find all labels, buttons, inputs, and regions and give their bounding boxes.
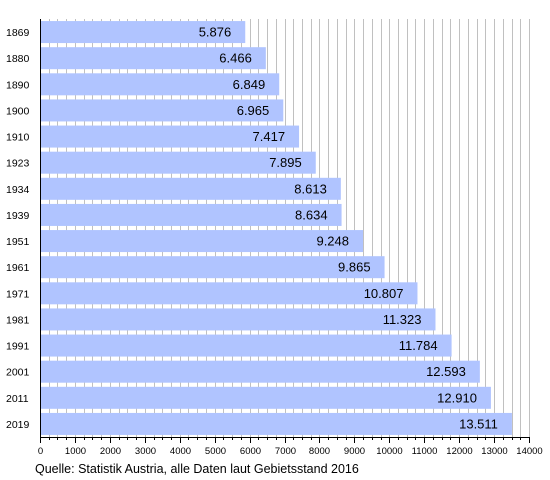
category-label: 1910 — [6, 132, 30, 144]
category-label: 1961 — [6, 262, 30, 274]
bar — [41, 360, 480, 383]
data-label: 12.593 — [426, 364, 466, 379]
data-label: 7.895 — [269, 155, 302, 170]
bar — [41, 47, 266, 70]
bar — [41, 125, 300, 148]
data-label: 9.248 — [316, 234, 349, 249]
bar — [41, 73, 280, 96]
category-label: 1869 — [6, 27, 30, 39]
x-tick-label: 0 — [38, 446, 43, 457]
x-tick-label: 5000 — [205, 446, 226, 457]
data-label: 11.323 — [383, 312, 422, 327]
category-label: 1934 — [6, 184, 30, 196]
axes: 1869 1880 1890 1900 1910 1923 1934 1939 1951 1961… — [6, 19, 543, 457]
category-label: 2001 — [6, 367, 30, 379]
data-label: 6.849 — [233, 77, 266, 92]
bar — [41, 256, 385, 279]
data-label: 11.784 — [399, 338, 438, 353]
category-label: 2011 — [6, 393, 29, 405]
data-label: 6.466 — [219, 51, 252, 66]
data-label: 8.613 — [294, 181, 327, 196]
x-tick-label: 11000 — [412, 446, 438, 457]
x-tick-label: 4000 — [170, 446, 191, 457]
x-tick-label: 7000 — [275, 446, 296, 457]
category-label: 1923 — [6, 158, 30, 170]
x-tick-label: 1000 — [65, 446, 86, 457]
category-label: 1900 — [6, 105, 30, 117]
x-tick-label: 2000 — [100, 446, 121, 457]
x-tick-label: 3000 — [135, 446, 156, 457]
bars: 5.876 6.466 6.849 6.965 7.417 7.895 8.613 8.634… — [41, 21, 512, 435]
data-label: 10.807 — [364, 286, 404, 301]
x-tick-label: 10000 — [376, 446, 402, 457]
bar — [41, 412, 512, 435]
x-tick-label: 9000 — [344, 446, 365, 457]
data-label: 8.634 — [295, 207, 328, 222]
bar — [41, 386, 491, 409]
x-tick-label: 13000 — [481, 446, 507, 457]
data-label: 13.511 — [459, 416, 498, 431]
bar — [41, 203, 342, 226]
source-note: Quelle: Statistik Austria, alle Daten la… — [35, 462, 359, 476]
bar — [41, 177, 341, 200]
x-tick-label: 12000 — [446, 446, 472, 457]
x-tick-label: 8000 — [309, 446, 330, 457]
category-label: 1991 — [6, 341, 30, 353]
category-label: 1939 — [6, 210, 30, 222]
bar — [41, 99, 284, 122]
data-label: 5.876 — [199, 25, 232, 40]
x-tick-label: 14000 — [516, 446, 542, 457]
category-label: 1951 — [6, 236, 30, 248]
bar — [41, 230, 364, 253]
data-label: 9.865 — [338, 260, 371, 275]
bar — [41, 308, 436, 331]
category-label: 1971 — [6, 288, 30, 300]
data-label: 7.417 — [253, 129, 286, 144]
category-label: 1880 — [6, 53, 30, 65]
category-label: 1890 — [6, 79, 30, 91]
bar — [41, 334, 452, 357]
data-label: 6.965 — [237, 103, 270, 118]
bar — [41, 282, 418, 305]
category-label: 1981 — [6, 314, 30, 326]
data-label: 12.910 — [437, 390, 477, 405]
x-tick-label: 6000 — [240, 446, 261, 457]
category-label: 2019 — [6, 419, 30, 431]
bar — [41, 21, 246, 44]
bar — [41, 151, 316, 174]
